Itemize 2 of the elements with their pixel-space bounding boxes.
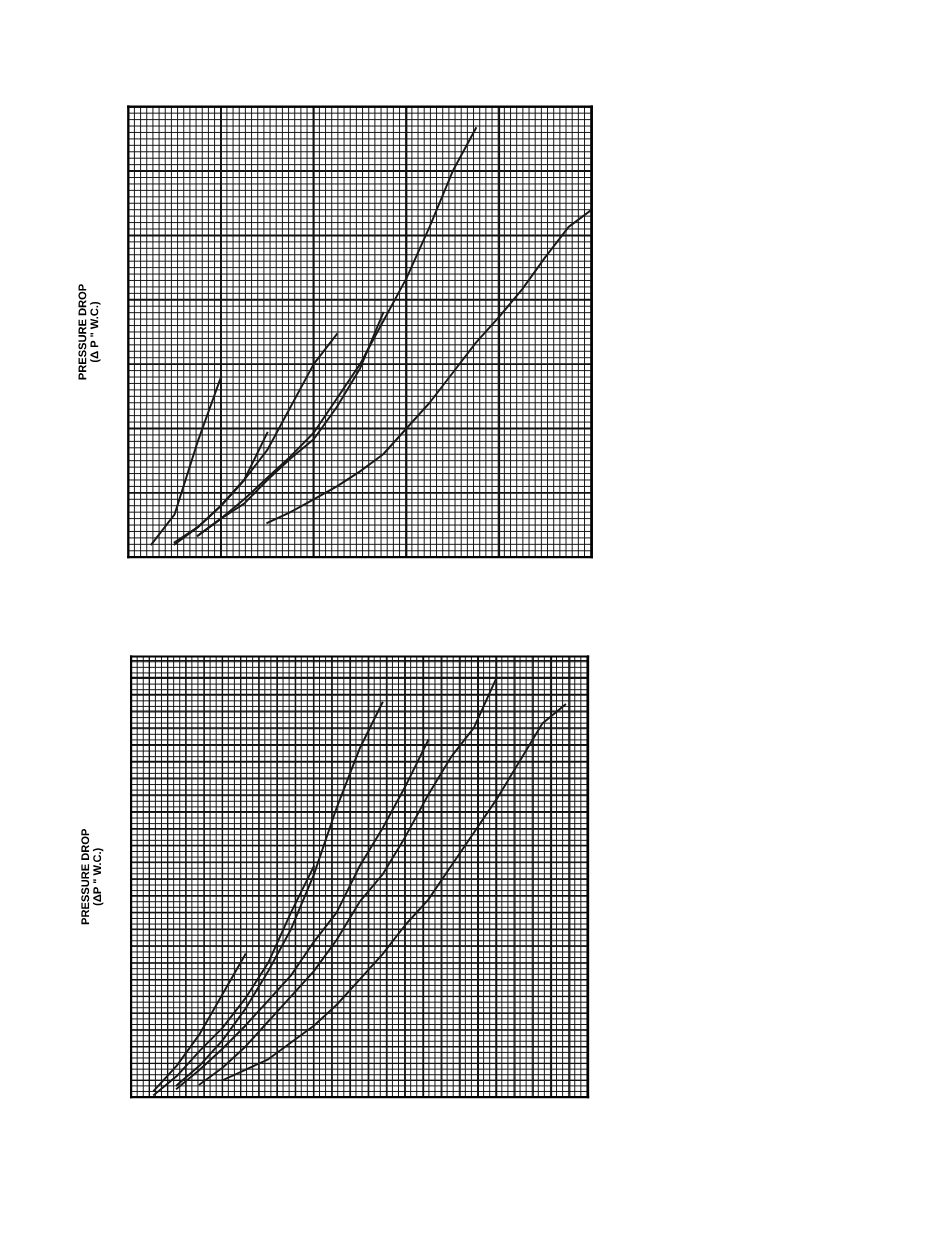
y-axis-title: PRESSURE DROP (ΔP " W.C.) — [81, 828, 104, 925]
y-axis-title: PRESSURE DROP (Δ P " W.C.) — [78, 284, 101, 380]
